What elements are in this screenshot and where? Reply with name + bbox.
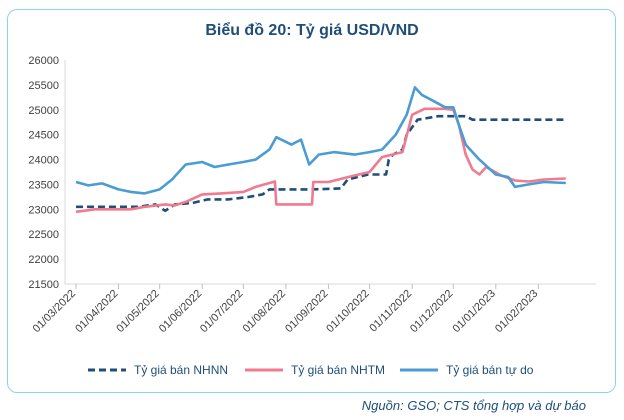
- legend-label: Tỷ giá bán NHNN: [134, 363, 228, 377]
- y-tick-label: 23500: [28, 179, 59, 191]
- series-line: [75, 107, 566, 214]
- y-tick-label: 25500: [28, 80, 59, 92]
- x-tick-label: 01/11/2022: [367, 288, 414, 335]
- x-tick-label: 01/09/2022: [283, 288, 330, 335]
- x-tick-label: 01/06/2022: [157, 288, 204, 335]
- series-line: [76, 114, 566, 213]
- legend: Tỷ giá bán NHNN Tỷ giá bán NHTM Tỷ giá bán…: [88, 363, 534, 377]
- x-tick-label: 01/07/2022: [198, 288, 245, 335]
- y-tick-label: 25000: [28, 105, 59, 117]
- series-lines: [75, 86, 566, 214]
- x-tick-label: 01/02/2023: [493, 288, 540, 335]
- series-line: [75, 86, 566, 195]
- legend-label: Tỷ giá bán NHTM: [291, 363, 385, 377]
- x-tick-label: 01/08/2022: [241, 288, 288, 335]
- x-tick-label: 01/01/2023: [451, 288, 498, 335]
- y-tick-label: 23000: [28, 204, 59, 216]
- y-tick-label: 24000: [28, 155, 59, 167]
- x-tick-label: 01/03/2022: [31, 288, 78, 335]
- y-tick-label: 26000: [28, 55, 59, 67]
- chart-title: Biểu đồ 20: Tỷ giá USD/VND: [205, 22, 419, 39]
- x-tick-label: 01/12/2022: [408, 288, 455, 335]
- legend-label: Tỷ giá bán tự do: [446, 363, 534, 377]
- y-tick-label: 22500: [28, 229, 59, 241]
- y-tick-label: 22000: [28, 254, 59, 266]
- x-tick-label: 01/04/2022: [73, 288, 120, 335]
- x-tick-label: 01/10/2022: [324, 288, 371, 335]
- y-tick-label: 24500: [28, 130, 59, 142]
- x-tick-label: 01/05/2022: [114, 288, 161, 335]
- y-tick-label: 21500: [28, 279, 59, 291]
- source-note: Nguồn: GSO; CTS tổng hợp và dự báo: [361, 398, 586, 413]
